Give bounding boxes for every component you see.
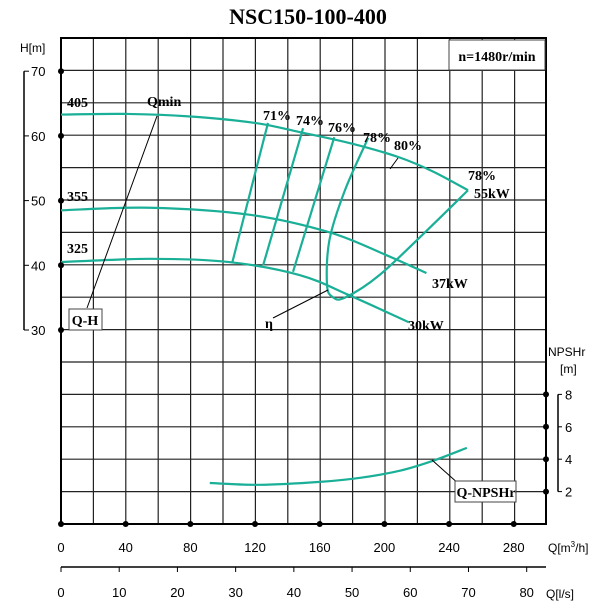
- x2-tick-label: 30: [228, 585, 242, 600]
- qh-box: [68, 308, 103, 331]
- y2-axis-title-line2: [m]: [560, 362, 577, 376]
- grid: [61, 38, 546, 524]
- qmin-label: Qmin: [147, 95, 181, 110]
- x-tick-label: 240: [438, 540, 460, 555]
- y2-tick-dot: [543, 488, 549, 495]
- y2-tick-dot: [543, 423, 549, 430]
- x2-tick-label: 40: [287, 585, 301, 600]
- x-tick-label: 0: [57, 540, 64, 555]
- qh-label: Q-H: [72, 314, 99, 329]
- y-tick-dot: [58, 68, 64, 75]
- speed-label: n=1480r/min: [458, 50, 535, 65]
- y-tick-dot: [58, 327, 64, 333]
- plot-frame: [60, 37, 547, 525]
- eff-label-78: 78%: [363, 131, 391, 146]
- eff-label-80: 80%: [394, 139, 422, 154]
- qh-curve-325: [60, 257, 410, 324]
- y-tick-dot: [58, 262, 64, 269]
- x-tick-label: 80: [183, 540, 197, 555]
- x-axis-title: Q[m3/h]: [548, 540, 588, 555]
- power-label-30kw: 30kW: [408, 319, 444, 334]
- y2-tick-dot: [543, 391, 549, 398]
- y-tick-dot: [58, 132, 64, 139]
- efficiency-line-78: [325, 137, 469, 301]
- curve-label-405: 405: [67, 96, 88, 111]
- efficiency-line-74: [262, 127, 305, 266]
- y2-tick-label: 2: [565, 485, 572, 500]
- efficiency-line-76: [291, 136, 336, 273]
- npsh-curve: [209, 446, 468, 486]
- eff80-leader: [389, 157, 399, 170]
- eta-leader: [272, 289, 329, 319]
- x2-tick-label: 80: [519, 585, 533, 600]
- x-tick-dot: [58, 521, 64, 527]
- efficiency-line-71: [231, 122, 270, 263]
- y2-tick-label: 8: [565, 387, 572, 402]
- y-axis-title: H[m]: [20, 41, 45, 55]
- eff-label-76: 76%: [328, 121, 356, 136]
- power-label-37kw: 37kW: [432, 277, 468, 292]
- y-tick-dot: [58, 197, 64, 204]
- curves: [60, 112, 469, 486]
- y-tick-label: 40: [31, 258, 45, 273]
- x2-tick-label: 50: [345, 585, 359, 600]
- x-tick-label: 200: [374, 540, 396, 555]
- x2-axis-title: Q[l/s]: [546, 587, 574, 601]
- x2-tick-label: 10: [112, 585, 126, 600]
- y-tick-label: 50: [31, 194, 45, 209]
- qh-curve-405: [60, 112, 469, 192]
- eta-label: η: [265, 317, 273, 332]
- eff-label-74: 74%: [296, 114, 324, 129]
- y2-tick-label: 4: [565, 452, 572, 467]
- npsh-box: [454, 480, 517, 503]
- qmin-leader: [86, 115, 158, 309]
- x-tick-dot: [252, 521, 259, 527]
- curve-label-355: 355: [67, 190, 88, 205]
- x-tick-dot: [187, 521, 194, 527]
- x-tick-label: 40: [118, 540, 132, 555]
- chart-title: NSC150-100-400: [229, 4, 387, 29]
- curve-label-325: 325: [67, 242, 88, 257]
- qh-curve-355: [60, 206, 427, 275]
- power-label-55kw: 55kW: [474, 187, 510, 202]
- y2-axis-title-line1: NPSHr: [548, 345, 585, 359]
- eff-label-71: 71%: [263, 109, 291, 124]
- x-tick-label: 280: [503, 540, 525, 555]
- y-tick-label: 60: [31, 129, 45, 144]
- x2-tick-label: 60: [403, 585, 417, 600]
- x-tick-label: 160: [309, 540, 331, 555]
- y-tick-label: 30: [31, 323, 45, 338]
- x-tick-label: 120: [244, 540, 266, 555]
- x-tick-dot: [381, 521, 388, 527]
- y-tick-label: 70: [31, 64, 45, 79]
- eff-label-78-end: 78%: [468, 169, 496, 184]
- x-tick-dot: [446, 521, 453, 527]
- y2-tick-label: 6: [565, 420, 572, 435]
- npsh-curve-label: Q-NPSHr: [456, 486, 515, 501]
- x-tick-dot: [122, 521, 129, 527]
- y2-tick-dot: [543, 456, 549, 463]
- x-tick-dot: [510, 521, 517, 527]
- x2-tick-label: 0: [57, 585, 64, 600]
- x-tick-dot: [316, 521, 323, 527]
- x2-tick-label: 20: [170, 585, 184, 600]
- speed-box: [448, 39, 546, 71]
- x2-tick-label: 70: [461, 585, 475, 600]
